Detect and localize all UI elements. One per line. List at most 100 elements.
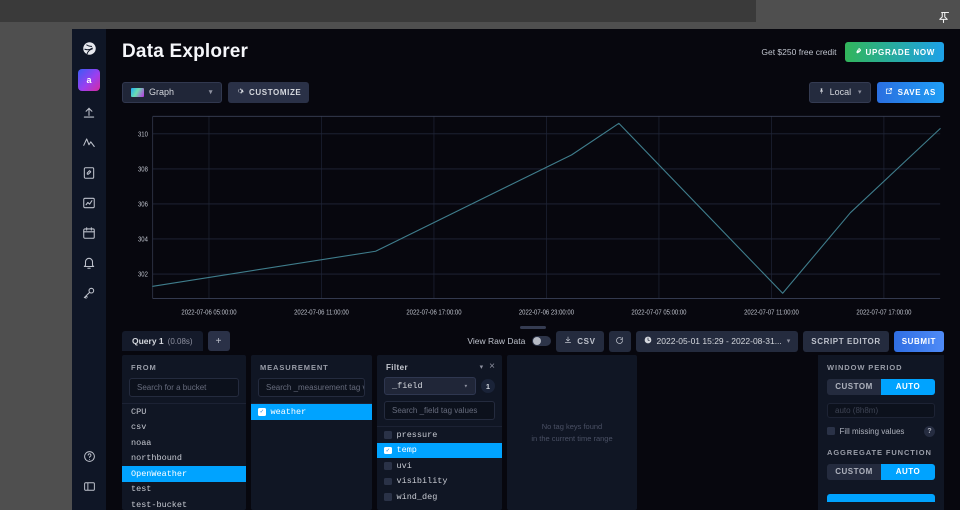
data-explorer-icon[interactable] bbox=[77, 131, 101, 155]
field-dropdown[interactable]: _field ▾ bbox=[384, 377, 476, 395]
csv-label: CSV bbox=[577, 336, 596, 346]
list-item[interactable]: noaa bbox=[131, 437, 152, 448]
checkbox-icon[interactable] bbox=[384, 493, 392, 501]
viz-type-label: Graph bbox=[149, 87, 175, 97]
upload-icon[interactable] bbox=[77, 101, 101, 125]
refresh-icon bbox=[615, 336, 624, 347]
pin-small-icon bbox=[818, 87, 825, 97]
list-item[interactable]: visibility bbox=[377, 474, 502, 490]
viz-type-dropdown[interactable]: Graph ▾ bbox=[122, 81, 222, 103]
line-chart[interactable]: 302 304 306 308 310 2022-07-06 05:00:00 2022-0… bbox=[122, 109, 944, 323]
tag-keys-empty-line1: No tag keys found bbox=[541, 421, 603, 431]
fill-missing-values-checkbox[interactable] bbox=[827, 427, 835, 435]
checkbox-icon[interactable] bbox=[384, 431, 392, 439]
tasks-calendar-icon[interactable] bbox=[77, 221, 101, 245]
window-period-custom-button[interactable]: CUSTOM bbox=[827, 379, 881, 395]
navbar-bottom-group bbox=[72, 444, 106, 504]
dashboard-icon[interactable] bbox=[77, 191, 101, 215]
field-select-row: _field ▾ 1 bbox=[377, 377, 502, 401]
aggregate-selected-item[interactable] bbox=[827, 493, 935, 502]
notebook-icon[interactable] bbox=[77, 161, 101, 185]
script-editor-button[interactable]: SCRIPT EDITOR bbox=[803, 330, 889, 352]
list-item-label: uvi bbox=[396, 460, 412, 471]
refresh-button[interactable] bbox=[608, 330, 631, 352]
list-item[interactable]: csv bbox=[131, 422, 147, 433]
timezone-dropdown[interactable]: Local ▾ bbox=[808, 81, 871, 103]
panel-layout-icon[interactable] bbox=[77, 474, 101, 498]
svg-text:2022-07-07 17:00:00: 2022-07-07 17:00:00 bbox=[856, 309, 911, 317]
submit-button[interactable]: SUBMIT bbox=[893, 330, 944, 352]
add-query-button[interactable]: + bbox=[207, 331, 230, 351]
query-tab-1[interactable]: Query 1 (0.08s) bbox=[122, 331, 203, 351]
panel-measurement: MEASUREMENT Search _measurement tag va ✓… bbox=[251, 355, 372, 510]
bucket-list[interactable]: CPU csv noaa northbound OpenWeather test test-… bbox=[122, 403, 246, 510]
help-icon[interactable] bbox=[77, 444, 101, 468]
avatar[interactable]: a bbox=[78, 69, 100, 91]
script-editor-label: SCRIPT EDITOR bbox=[811, 336, 881, 346]
chevron-down-icon: ▾ bbox=[786, 338, 791, 345]
close-icon[interactable]: × bbox=[489, 361, 495, 372]
csv-download-button[interactable]: CSV bbox=[556, 330, 604, 352]
panel-filter: Filter ▾ × _field ▾ 1 Search _field tag … bbox=[377, 355, 502, 510]
graph-card[interactable]: 302 304 306 308 310 2022-07-06 05:00:00 2022-0… bbox=[122, 109, 944, 323]
list-item[interactable]: wind_deg bbox=[377, 489, 502, 505]
viz-toolbar: Graph ▾ CUSTOMIZE Local ▾ bbox=[106, 75, 960, 109]
list-item-label: wind_deg bbox=[396, 491, 438, 502]
checkbox-icon[interactable] bbox=[384, 462, 392, 470]
window-period-auto-button[interactable]: AUTO bbox=[881, 379, 935, 395]
query-tab-label: Query 1 bbox=[132, 336, 164, 346]
list-item[interactable]: ✓ temp bbox=[377, 442, 502, 458]
settings-key-icon[interactable] bbox=[77, 281, 101, 305]
chevron-down-icon: ▾ bbox=[858, 89, 862, 96]
list-item[interactable]: uvi bbox=[377, 458, 502, 474]
upgrade-now-button[interactable]: UPGRADE NOW bbox=[844, 42, 944, 62]
aggregate-custom-button[interactable]: CUSTOM bbox=[827, 463, 881, 480]
aggregate-function-label: AGGREGATE FUNCTION bbox=[827, 447, 932, 457]
free-credit-text: Get $250 free credit bbox=[761, 47, 837, 57]
panel-from: FROM Search for a bucket CPU csv noaa north… bbox=[122, 355, 246, 510]
chevron-down-icon: ▾ bbox=[208, 89, 213, 96]
list-item[interactable]: northbound bbox=[131, 453, 183, 464]
aggregate-auto-button[interactable]: AUTO bbox=[881, 463, 935, 480]
list-item[interactable]: test-bucket bbox=[131, 499, 188, 510]
list-item[interactable]: test bbox=[131, 484, 152, 495]
measurement-search-input[interactable]: Search _measurement tag va bbox=[258, 378, 365, 397]
field-values-list[interactable]: pressure ✓ temp uvi visibility wind_deg bbox=[377, 426, 502, 510]
pin-icon[interactable] bbox=[930, 4, 956, 30]
info-icon[interactable]: ? bbox=[924, 425, 935, 437]
time-range-dropdown[interactable]: 2022-05-01 15:29 - 2022-08-31... ▾ bbox=[635, 330, 799, 352]
save-as-button[interactable]: SAVE AS bbox=[876, 81, 944, 103]
customize-label: CUSTOMIZE bbox=[249, 87, 302, 97]
influx-logo-icon[interactable] bbox=[77, 36, 101, 60]
auto-period-input[interactable]: auto (8h8m) bbox=[827, 402, 935, 418]
query-toolbar-right: View Raw Data CSV bbox=[467, 330, 944, 352]
fill-missing-values-row[interactable]: Fill missing values ? bbox=[827, 425, 935, 437]
header-actions: Get $250 free credit UPGRADE NOW bbox=[761, 42, 944, 62]
svg-text:2022-07-07 05:00:00: 2022-07-07 05:00:00 bbox=[631, 309, 686, 317]
chevron-down-icon[interactable]: ▾ bbox=[479, 364, 484, 371]
gear-icon bbox=[236, 87, 244, 97]
svg-text:2022-07-07 11:00:00: 2022-07-07 11:00:00 bbox=[744, 309, 799, 317]
view-raw-data-toggle[interactable] bbox=[532, 336, 552, 346]
field-selected-count-badge: 1 bbox=[481, 379, 495, 393]
panel-tag-keys: No tag keys found in the current time ra… bbox=[507, 355, 637, 510]
list-item[interactable]: pressure bbox=[377, 427, 502, 443]
bucket-search-input[interactable]: Search for a bucket bbox=[129, 378, 239, 397]
checkbox-icon[interactable]: ✓ bbox=[384, 446, 392, 454]
resize-handle[interactable] bbox=[520, 326, 546, 329]
panel-query-options: WINDOW PERIOD CUSTOM AUTO auto (8h8m) Fi… bbox=[818, 355, 944, 510]
list-item[interactable]: OpenWeather bbox=[122, 466, 246, 482]
svg-text:308: 308 bbox=[138, 166, 148, 174]
checkbox-icon[interactable]: ✓ bbox=[258, 408, 266, 416]
tag-keys-empty-state: No tag keys found in the current time ra… bbox=[507, 355, 637, 510]
list-item[interactable]: ✓ weather bbox=[251, 404, 372, 420]
tag-keys-empty-line2: in the current time range bbox=[531, 433, 613, 443]
field-values-search-input[interactable]: Search _field tag values bbox=[384, 401, 495, 420]
measurement-list[interactable]: ✓ weather bbox=[251, 403, 372, 510]
list-item[interactable]: CPU bbox=[131, 406, 147, 417]
checkbox-icon[interactable] bbox=[384, 477, 392, 485]
alerts-bell-icon[interactable] bbox=[77, 251, 101, 275]
avatar-label: a bbox=[86, 75, 92, 85]
influxdb-app-window: a bbox=[72, 29, 960, 510]
customize-button[interactable]: CUSTOMIZE bbox=[228, 81, 310, 103]
